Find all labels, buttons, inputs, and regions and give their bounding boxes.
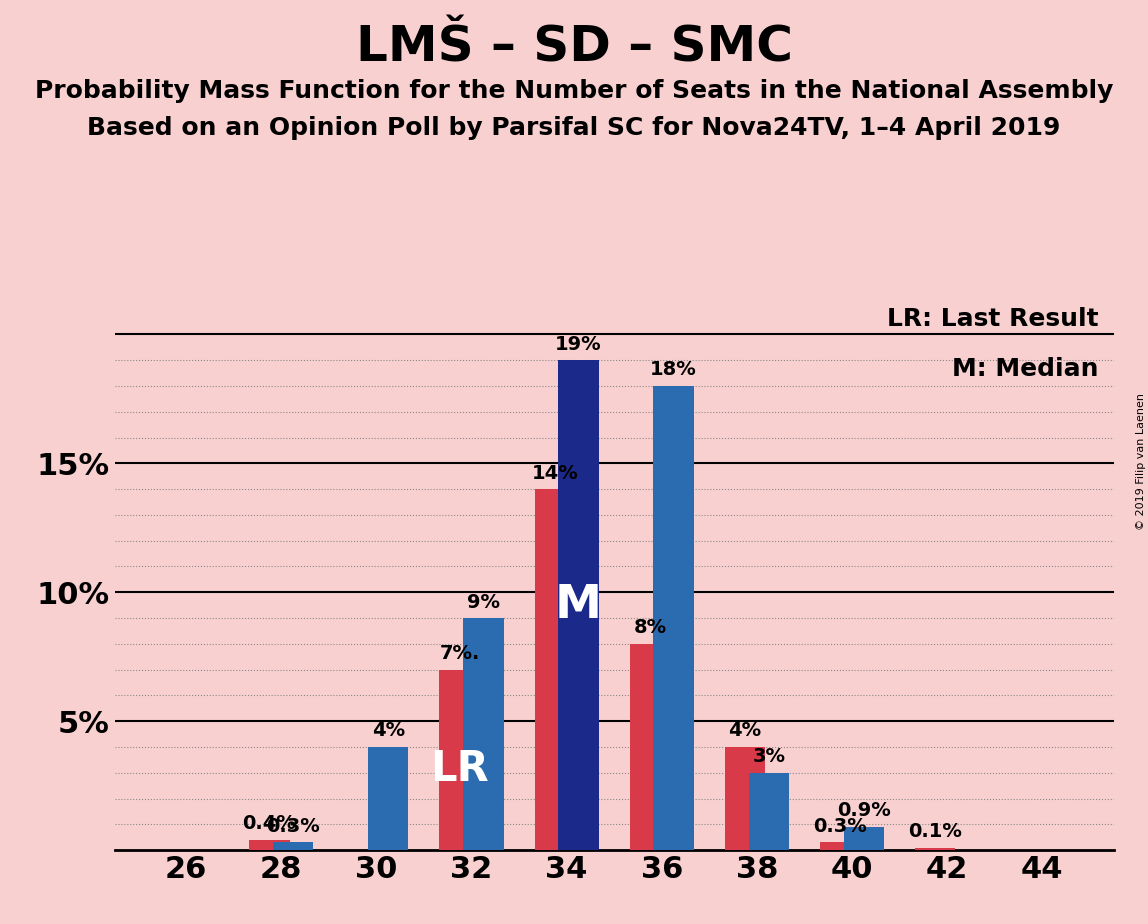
Text: 18%: 18%: [650, 360, 697, 380]
Bar: [463, 618, 504, 850]
Text: 14%: 14%: [532, 464, 579, 482]
Text: 8%: 8%: [634, 618, 666, 638]
Text: 4%: 4%: [729, 722, 761, 740]
Bar: [535, 489, 575, 850]
Bar: [629, 644, 670, 850]
Text: 19%: 19%: [556, 334, 602, 354]
Bar: [844, 827, 884, 850]
Text: LR: Last Result: LR: Last Result: [887, 307, 1099, 331]
Text: M: Median: M: Median: [952, 357, 1099, 381]
Text: 0.9%: 0.9%: [837, 801, 891, 821]
Text: LR: LR: [430, 748, 489, 790]
Bar: [653, 386, 693, 850]
Bar: [273, 843, 313, 850]
Bar: [369, 747, 409, 850]
Text: 7%.: 7%.: [440, 644, 480, 663]
Text: © 2019 Filip van Laenen: © 2019 Filip van Laenen: [1135, 394, 1146, 530]
Text: M: M: [554, 583, 602, 627]
Bar: [915, 847, 955, 850]
Bar: [748, 772, 789, 850]
Bar: [249, 840, 289, 850]
Text: 4%: 4%: [372, 722, 405, 740]
Text: 0.3%: 0.3%: [266, 817, 320, 836]
Text: 9%: 9%: [467, 592, 499, 612]
Text: Probability Mass Function for the Number of Seats in the National Assembly: Probability Mass Function for the Number…: [34, 79, 1114, 103]
Bar: [820, 843, 860, 850]
Bar: [724, 747, 766, 850]
Bar: [558, 360, 599, 850]
Text: Based on an Opinion Poll by Parsifal SC for Nova24TV, 1–4 April 2019: Based on an Opinion Poll by Parsifal SC …: [87, 116, 1061, 140]
Text: 0.3%: 0.3%: [813, 817, 867, 836]
Bar: [440, 670, 480, 850]
Text: 3%: 3%: [752, 748, 785, 766]
Text: 0.4%: 0.4%: [242, 814, 296, 833]
Text: 0.1%: 0.1%: [908, 822, 962, 841]
Text: LMŠ – SD – SMC: LMŠ – SD – SMC: [356, 23, 792, 71]
